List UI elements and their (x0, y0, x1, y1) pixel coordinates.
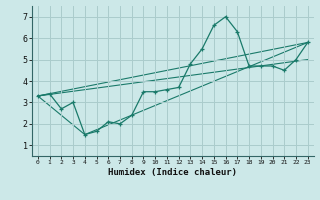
X-axis label: Humidex (Indice chaleur): Humidex (Indice chaleur) (108, 168, 237, 177)
